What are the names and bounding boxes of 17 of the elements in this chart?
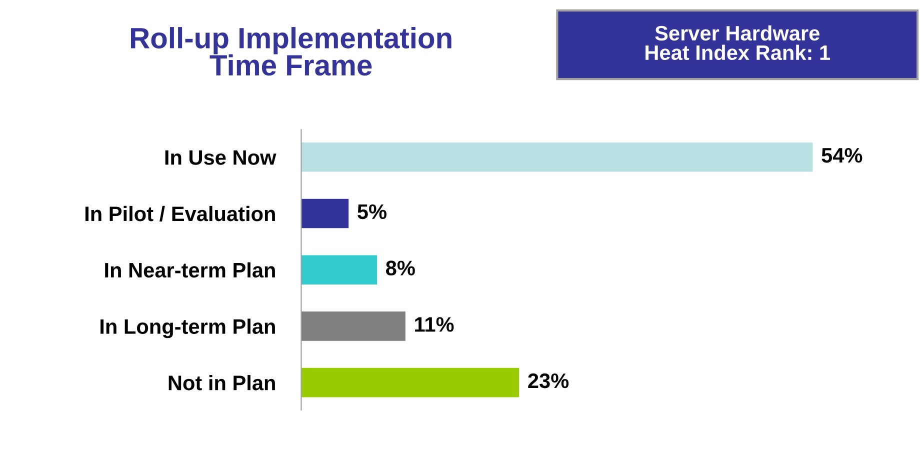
- y-tick-label: In Pilot / Evaluation: [85, 206, 275, 222]
- data-label: 11%: [415, 317, 454, 332]
- bar: [301, 198, 349, 228]
- bar: [301, 368, 520, 398]
- chart-subtitle: Server Hardware Heat Index Rank: 1: [646, 25, 830, 60]
- y-tick-label: In Use Now: [165, 150, 276, 165]
- data-label: 54%: [822, 148, 862, 163]
- data-label: 23%: [528, 373, 569, 388]
- bar: [301, 312, 406, 341]
- data-label: 8%: [386, 260, 415, 276]
- bar: [301, 255, 377, 284]
- data-label: 5%: [358, 204, 386, 220]
- y-tick-label: In Near-term Plan: [105, 262, 275, 278]
- bar: [301, 142, 813, 172]
- y-tick-label: In Long-term Plan: [100, 318, 275, 338]
- y-tick-label: Not in Plan: [168, 375, 275, 390]
- chart-title: Roll-up Implementation Time Frame: [130, 27, 452, 76]
